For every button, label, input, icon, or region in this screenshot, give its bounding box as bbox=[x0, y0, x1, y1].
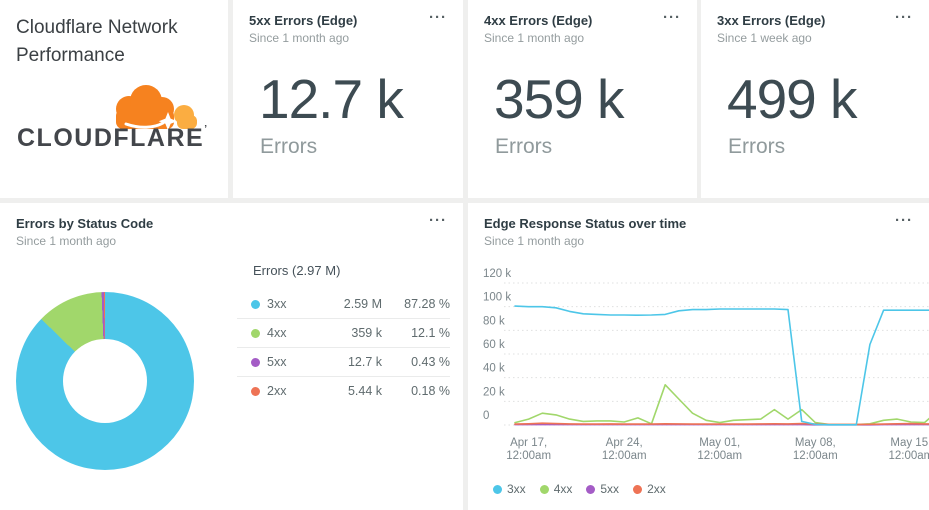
legend-label: 4xx bbox=[553, 482, 573, 496]
dashboard-title-card: Cloudflare Network Performance CLOUDFLAR… bbox=[0, 0, 228, 198]
x-axis-label: 12:00am bbox=[888, 450, 929, 462]
donut-hole bbox=[63, 339, 147, 423]
card-menu-button[interactable]: ··· bbox=[663, 10, 681, 25]
ellipsis-icon: ··· bbox=[663, 9, 681, 26]
metric-unit: Errors bbox=[260, 135, 318, 158]
cloudflare-cloud-icon bbox=[116, 85, 197, 131]
x-axis-label: Apr 24, bbox=[606, 437, 643, 449]
legend-percent: 0.43 % bbox=[411, 355, 450, 369]
ellipsis-icon: ··· bbox=[429, 9, 447, 26]
x-axis-label: May 15, bbox=[890, 437, 929, 449]
cloudflare-logo: CLOUDFLARE’ bbox=[16, 82, 214, 156]
metric-title: 5xx Errors (Edge) bbox=[249, 13, 358, 28]
legend-value: 2.59 M bbox=[343, 297, 382, 311]
legend-dot bbox=[493, 484, 502, 494]
page-title: Cloudflare Network Performance bbox=[16, 17, 178, 66]
metric-card-5xx: 5xx Errors (Edge) ··· Since 1 month ago … bbox=[233, 0, 463, 198]
x-axis-label: 12:00am bbox=[793, 450, 838, 462]
card-menu-button[interactable]: ··· bbox=[895, 10, 913, 25]
series-line-4xx bbox=[514, 384, 929, 426]
legend-dot bbox=[251, 328, 260, 338]
ellipsis-icon: ··· bbox=[895, 212, 913, 229]
donut-chart bbox=[16, 292, 194, 470]
legend-label: 2xx bbox=[267, 384, 287, 398]
metric-unit: Errors bbox=[728, 135, 786, 158]
legend-label: 3xx bbox=[267, 297, 287, 311]
legend-label: 5xx bbox=[600, 482, 620, 496]
pie-card-title: Errors by Status Code bbox=[16, 216, 154, 231]
x-axis-label: May 01, bbox=[699, 437, 740, 449]
legend-item-2xx[interactable]: 2xx bbox=[633, 482, 666, 496]
legend-item-3xx[interactable]: 3xx bbox=[493, 482, 526, 496]
line-card-title: Edge Response Status over time bbox=[484, 216, 687, 231]
metric-value: 499 k bbox=[727, 68, 858, 130]
x-axis-label: 12:00am bbox=[506, 450, 551, 462]
pie-legend-row-3xx[interactable]: 3xx 2.59 M 87.28 % bbox=[237, 290, 450, 319]
legend-percent: 12.1 % bbox=[411, 326, 450, 340]
pie-card-subtitle: Since 1 month ago bbox=[16, 234, 117, 248]
metric-value: 12.7 k bbox=[259, 68, 404, 130]
legend-dot bbox=[539, 484, 549, 494]
x-axis-label: Apr 17, bbox=[510, 437, 547, 449]
legend-dot bbox=[251, 357, 260, 367]
metric-card-4xx: 4xx Errors (Edge) ··· Since 1 month ago … bbox=[468, 0, 697, 198]
metric-title: 4xx Errors (Edge) bbox=[484, 13, 593, 28]
trademark-mark: ’ bbox=[204, 124, 207, 135]
legend-label: 3xx bbox=[507, 482, 526, 496]
card-menu-button[interactable]: ··· bbox=[429, 10, 447, 25]
legend-dot bbox=[586, 484, 596, 494]
metric-title: 3xx Errors (Edge) bbox=[717, 13, 826, 28]
pie-chart-card: Errors by Status Code ··· Since 1 month … bbox=[0, 203, 463, 510]
y-axis-label: 60 k bbox=[483, 339, 505, 351]
y-axis-label: 40 k bbox=[483, 363, 505, 375]
y-axis-label: 20 k bbox=[483, 386, 505, 398]
y-axis-label: 80 k bbox=[483, 315, 505, 327]
x-axis-label: 12:00am bbox=[602, 450, 647, 462]
cloudflare-wordmark: CLOUDFLARE’ bbox=[17, 124, 207, 152]
legend-value: 359 k bbox=[351, 326, 382, 340]
line-card-subtitle: Since 1 month ago bbox=[484, 234, 585, 248]
ellipsis-icon: ··· bbox=[895, 9, 913, 26]
legend-item-4xx[interactable]: 4xx bbox=[539, 482, 573, 496]
pie-legend-title: Errors (2.97 M) bbox=[253, 263, 341, 278]
pie-legend: Errors (2.97 M) 3xx 2.59 M 87.28 % 4xx 359 k… bbox=[237, 263, 450, 405]
legend-dot bbox=[633, 484, 643, 494]
card-menu-button[interactable]: ··· bbox=[895, 213, 913, 228]
ellipsis-icon: ··· bbox=[429, 212, 447, 229]
pie-legend-row-5xx[interactable]: 5xx 12.7 k 0.43 % bbox=[237, 348, 450, 377]
card-menu-button[interactable]: ··· bbox=[429, 213, 447, 228]
y-axis-label: 120 k bbox=[483, 268, 511, 280]
metric-subtitle: Since 1 month ago bbox=[484, 31, 585, 45]
legend-value: 5.44 k bbox=[347, 384, 382, 398]
y-axis-label: 100 k bbox=[483, 292, 511, 304]
metric-unit: Errors bbox=[495, 135, 553, 158]
legend-label: 4xx bbox=[267, 326, 287, 340]
legend-percent: 87.28 % bbox=[404, 297, 450, 311]
pie-legend-row-2xx[interactable]: 2xx 5.44 k 0.18 % bbox=[237, 377, 450, 405]
metric-card-3xx: 3xx Errors (Edge) ··· Since 1 week ago 4… bbox=[701, 0, 929, 198]
pie-legend-row-4xx[interactable]: 4xx 359 k 12.1 % bbox=[237, 319, 450, 348]
series-line-3xx bbox=[514, 305, 929, 426]
legend-label: 5xx bbox=[267, 355, 287, 369]
legend-label: 2xx bbox=[647, 482, 666, 496]
metric-subtitle: Since 1 month ago bbox=[249, 31, 350, 45]
metric-value: 359 k bbox=[494, 68, 625, 130]
legend-value: 12.7 k bbox=[347, 355, 382, 369]
pie-legend-rows: 3xx 2.59 M 87.28 % 4xx 359 k 12.1 % 5xx 12.7 k 0… bbox=[237, 290, 450, 405]
x-axis-label: 12:00am bbox=[697, 450, 742, 462]
line-chart-card: 120 k 100 k 80 k 60 k 40 k 20 k 0 Apr 17, 12:00a… bbox=[468, 203, 929, 510]
metric-subtitle: Since 1 week ago bbox=[717, 31, 812, 45]
y-axis-label: 0 bbox=[483, 410, 489, 422]
legend-dot bbox=[251, 386, 260, 396]
x-axis-label: May 08, bbox=[795, 437, 836, 449]
legend-item-5xx[interactable]: 5xx bbox=[586, 482, 619, 496]
series-line-2xx bbox=[514, 422, 929, 426]
line-chart-legend: 3xx 4xx 5xx 2xx bbox=[493, 482, 680, 496]
legend-dot bbox=[251, 299, 260, 309]
legend-percent: 0.18 % bbox=[411, 384, 450, 398]
